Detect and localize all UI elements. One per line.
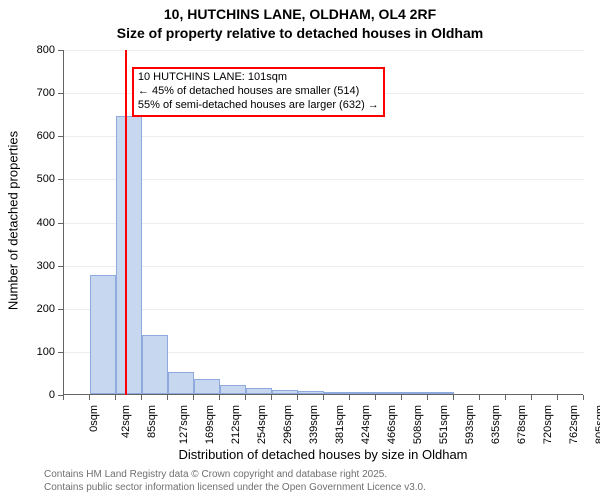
annotation-line: 10 HUTCHINS LANE: 101sqm [138, 71, 379, 85]
footer-line-2: Contains public sector information licen… [44, 482, 426, 495]
x-tick [245, 395, 246, 400]
histogram-bar [298, 391, 324, 394]
x-tick [427, 395, 428, 400]
y-tick-label: 400 [23, 217, 55, 229]
x-tick-label: 424sqm [360, 405, 372, 444]
x-tick [89, 395, 90, 400]
x-tick-label: 296sqm [282, 405, 294, 444]
chart-title: 10, HUTCHINS LANE, OLDHAM, OL4 2RF [0, 6, 600, 22]
x-tick-label: 551sqm [438, 405, 450, 444]
histogram-bar [246, 388, 272, 394]
y-tick [58, 309, 63, 310]
y-tick [58, 179, 63, 180]
x-tick-label: 762sqm [568, 405, 580, 444]
chart-container: 10, HUTCHINS LANE, OLDHAM, OL4 2RF Size … [0, 0, 600, 500]
x-tick [297, 395, 298, 400]
x-tick-label: 635sqm [490, 405, 502, 444]
y-tick [58, 352, 63, 353]
x-tick [557, 395, 558, 400]
annotation-box: 10 HUTCHINS LANE: 101sqm← 45% of detache… [132, 67, 385, 116]
y-gridline [64, 223, 584, 224]
x-tick [167, 395, 168, 400]
y-tick-label: 500 [23, 173, 55, 185]
y-tick [58, 223, 63, 224]
y-tick-label: 700 [23, 87, 55, 99]
y-gridline [64, 266, 584, 267]
histogram-bar [116, 116, 142, 394]
x-tick-label: 0sqm [88, 405, 100, 432]
x-tick [323, 395, 324, 400]
x-tick-label: 85sqm [146, 405, 158, 438]
histogram-bar [376, 392, 402, 394]
x-tick-label: 42sqm [120, 405, 132, 438]
y-tick [58, 93, 63, 94]
y-tick-label: 300 [23, 260, 55, 272]
x-tick [401, 395, 402, 400]
x-tick-label: 169sqm [204, 405, 216, 444]
x-tick [453, 395, 454, 400]
x-tick-label: 508sqm [412, 405, 424, 444]
x-tick-label: 805sqm [594, 405, 600, 444]
y-tick-label: 100 [23, 346, 55, 358]
x-tick [115, 395, 116, 400]
x-tick-label: 127sqm [178, 405, 190, 444]
chart-subtitle: Size of property relative to detached ho… [0, 25, 600, 41]
histogram-bar [402, 392, 428, 394]
histogram-bar [324, 392, 350, 394]
y-gridline [64, 309, 584, 310]
x-tick [271, 395, 272, 400]
x-tick-label: 593sqm [464, 405, 476, 444]
histogram-bar [350, 392, 376, 394]
y-tick [58, 136, 63, 137]
x-tick-label: 466sqm [386, 405, 398, 444]
x-tick [219, 395, 220, 400]
x-tick [193, 395, 194, 400]
y-axis-label: Number of detached properties [6, 100, 21, 340]
x-tick [583, 395, 584, 400]
x-tick-label: 720sqm [542, 405, 554, 444]
y-tick-label: 0 [23, 389, 55, 401]
x-tick [63, 395, 64, 400]
plot-area: 10 HUTCHINS LANE: 101sqm← 45% of detache… [63, 50, 583, 395]
annotation-line: ← 45% of detached houses are smaller (51… [138, 85, 379, 99]
y-tick-label: 200 [23, 303, 55, 315]
histogram-bar [142, 335, 168, 395]
annotation-line: 55% of semi-detached houses are larger (… [138, 99, 379, 113]
y-tick [58, 50, 63, 51]
x-axis-label: Distribution of detached houses by size … [63, 447, 583, 462]
x-tick [141, 395, 142, 400]
footer-line-1: Contains HM Land Registry data © Crown c… [44, 469, 426, 482]
property-marker-line [125, 50, 127, 395]
histogram-bar [168, 372, 194, 394]
x-tick [479, 395, 480, 400]
x-tick [349, 395, 350, 400]
x-tick [375, 395, 376, 400]
histogram-bar [272, 390, 298, 394]
y-tick-label: 600 [23, 130, 55, 142]
footer-attribution: Contains HM Land Registry data © Crown c… [44, 469, 426, 494]
x-tick-label: 212sqm [230, 405, 242, 444]
histogram-bar [194, 379, 220, 394]
y-gridline [64, 136, 584, 137]
y-gridline [64, 179, 584, 180]
x-tick-label: 381sqm [334, 405, 346, 444]
histogram-bar [428, 392, 454, 394]
x-tick-label: 339sqm [308, 405, 320, 444]
y-tick-label: 800 [23, 44, 55, 56]
x-tick [505, 395, 506, 400]
x-tick [531, 395, 532, 400]
histogram-bar [220, 385, 246, 394]
y-tick [58, 266, 63, 267]
x-tick-label: 254sqm [256, 405, 268, 444]
histogram-bar [90, 275, 116, 394]
x-tick-label: 678sqm [516, 405, 528, 444]
y-gridline [64, 50, 584, 51]
